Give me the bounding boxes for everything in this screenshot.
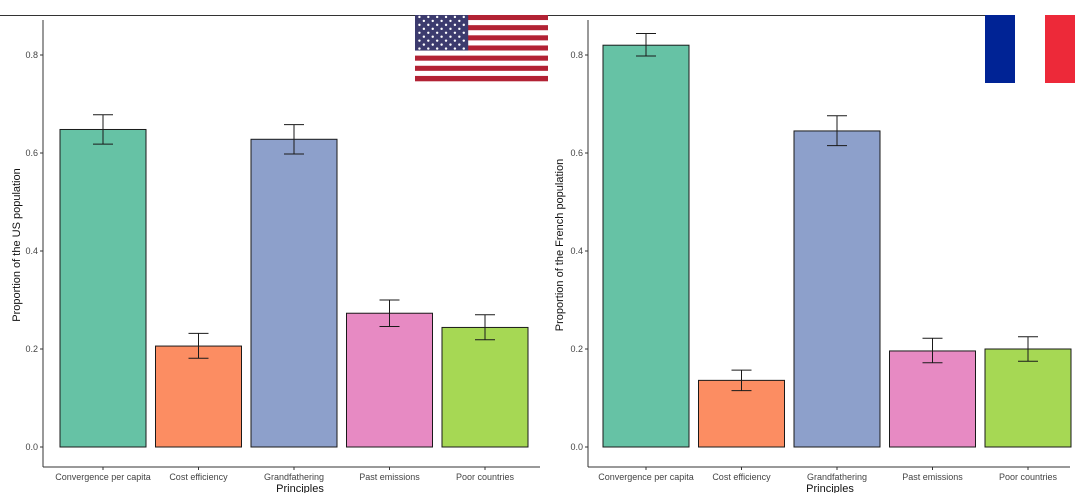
y-tick-label: 0.0 <box>25 442 38 452</box>
bar-past-emissions <box>346 312 433 448</box>
y-tick-label: 0.8 <box>570 50 583 60</box>
bar-past-emissions <box>889 350 976 448</box>
y-tick-label: 0.4 <box>25 246 38 256</box>
y-tick-label: 0.2 <box>570 344 583 354</box>
y-tick-label: 0.8 <box>25 50 38 60</box>
bar-grandfathering <box>250 138 338 448</box>
x-tick-label: Past emissions <box>359 472 420 482</box>
x-axis-title: Principles <box>276 483 324 493</box>
x-tick-label: Poor countries <box>456 472 515 482</box>
x-tick-label: Cost efficiency <box>712 472 771 482</box>
y-tick-label: 0.0 <box>570 442 583 452</box>
y-tick-label: 0.6 <box>570 148 583 158</box>
bar-poor-countries <box>441 326 529 448</box>
bar-poor-countries <box>984 348 1072 448</box>
x-tick-label: Convergence per capita <box>55 472 151 482</box>
us-flag <box>415 15 548 82</box>
bar-cost-efficiency <box>698 379 785 448</box>
bar-cost-efficiency <box>155 345 242 448</box>
france-chart-panel: 0.0 0.2 0.4 0.6 0.8 Convergence per capita Cos… <box>554 15 1075 493</box>
x-tick-label: Cost efficiency <box>169 472 228 482</box>
x-tick-label: Grandfathering <box>264 472 324 482</box>
us-chart-panel: 0.0 0.2 0.4 0.6 0.8 Convergence per capita Cos… <box>11 15 548 493</box>
bar-convergence-per-capita <box>59 128 147 448</box>
x-tick-label: Grandfathering <box>807 472 867 482</box>
y-tick-label: 0.6 <box>25 148 38 158</box>
x-tick-label: Poor countries <box>999 472 1058 482</box>
y-tick-label: 0.2 <box>25 344 38 354</box>
bar-convergence-per-capita <box>602 44 690 448</box>
x-tick-label: Convergence per capita <box>598 472 694 482</box>
y-axis-title: Proportion of the US population <box>11 168 23 322</box>
bar-grandfathering <box>793 130 881 448</box>
x-tick-label: Past emissions <box>902 472 963 482</box>
france-flag <box>985 15 1075 83</box>
x-axis-title: Principles <box>806 483 854 493</box>
y-axis-title: Proportion of the French population <box>554 159 566 331</box>
y-tick-label: 0.4 <box>570 246 583 256</box>
